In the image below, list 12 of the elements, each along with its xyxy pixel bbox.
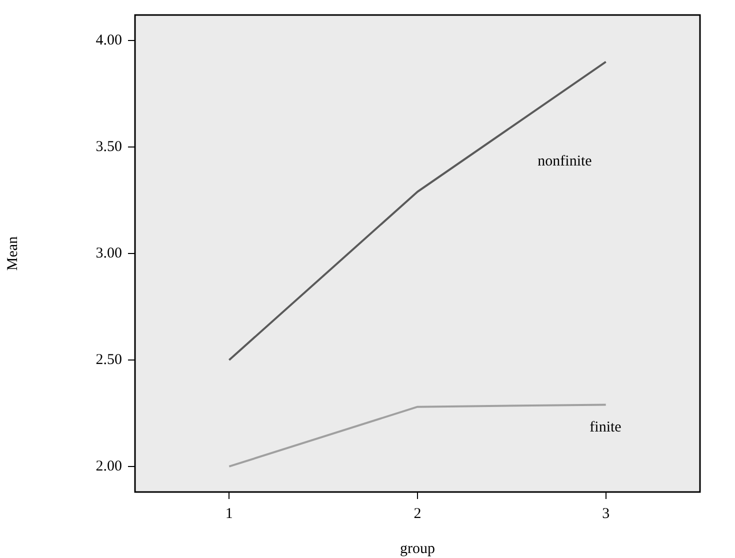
y-axis-title: Mean: [4, 236, 21, 271]
y-tick-label: 2.00: [96, 458, 122, 474]
y-tick-label: 2.50: [96, 352, 122, 368]
y-tick-label: 3.50: [96, 138, 122, 155]
x-axis-title: group: [400, 540, 435, 557]
series-label: finite: [590, 420, 622, 436]
y-tick-label: 3.00: [96, 245, 122, 262]
text: nonfinite: [538, 154, 592, 170]
x-tick-label: 1: [225, 506, 233, 522]
x-tick-label: 3: [602, 506, 610, 522]
y-tick-label: 4.00: [96, 32, 122, 48]
x-tick-label: 2: [414, 506, 422, 522]
